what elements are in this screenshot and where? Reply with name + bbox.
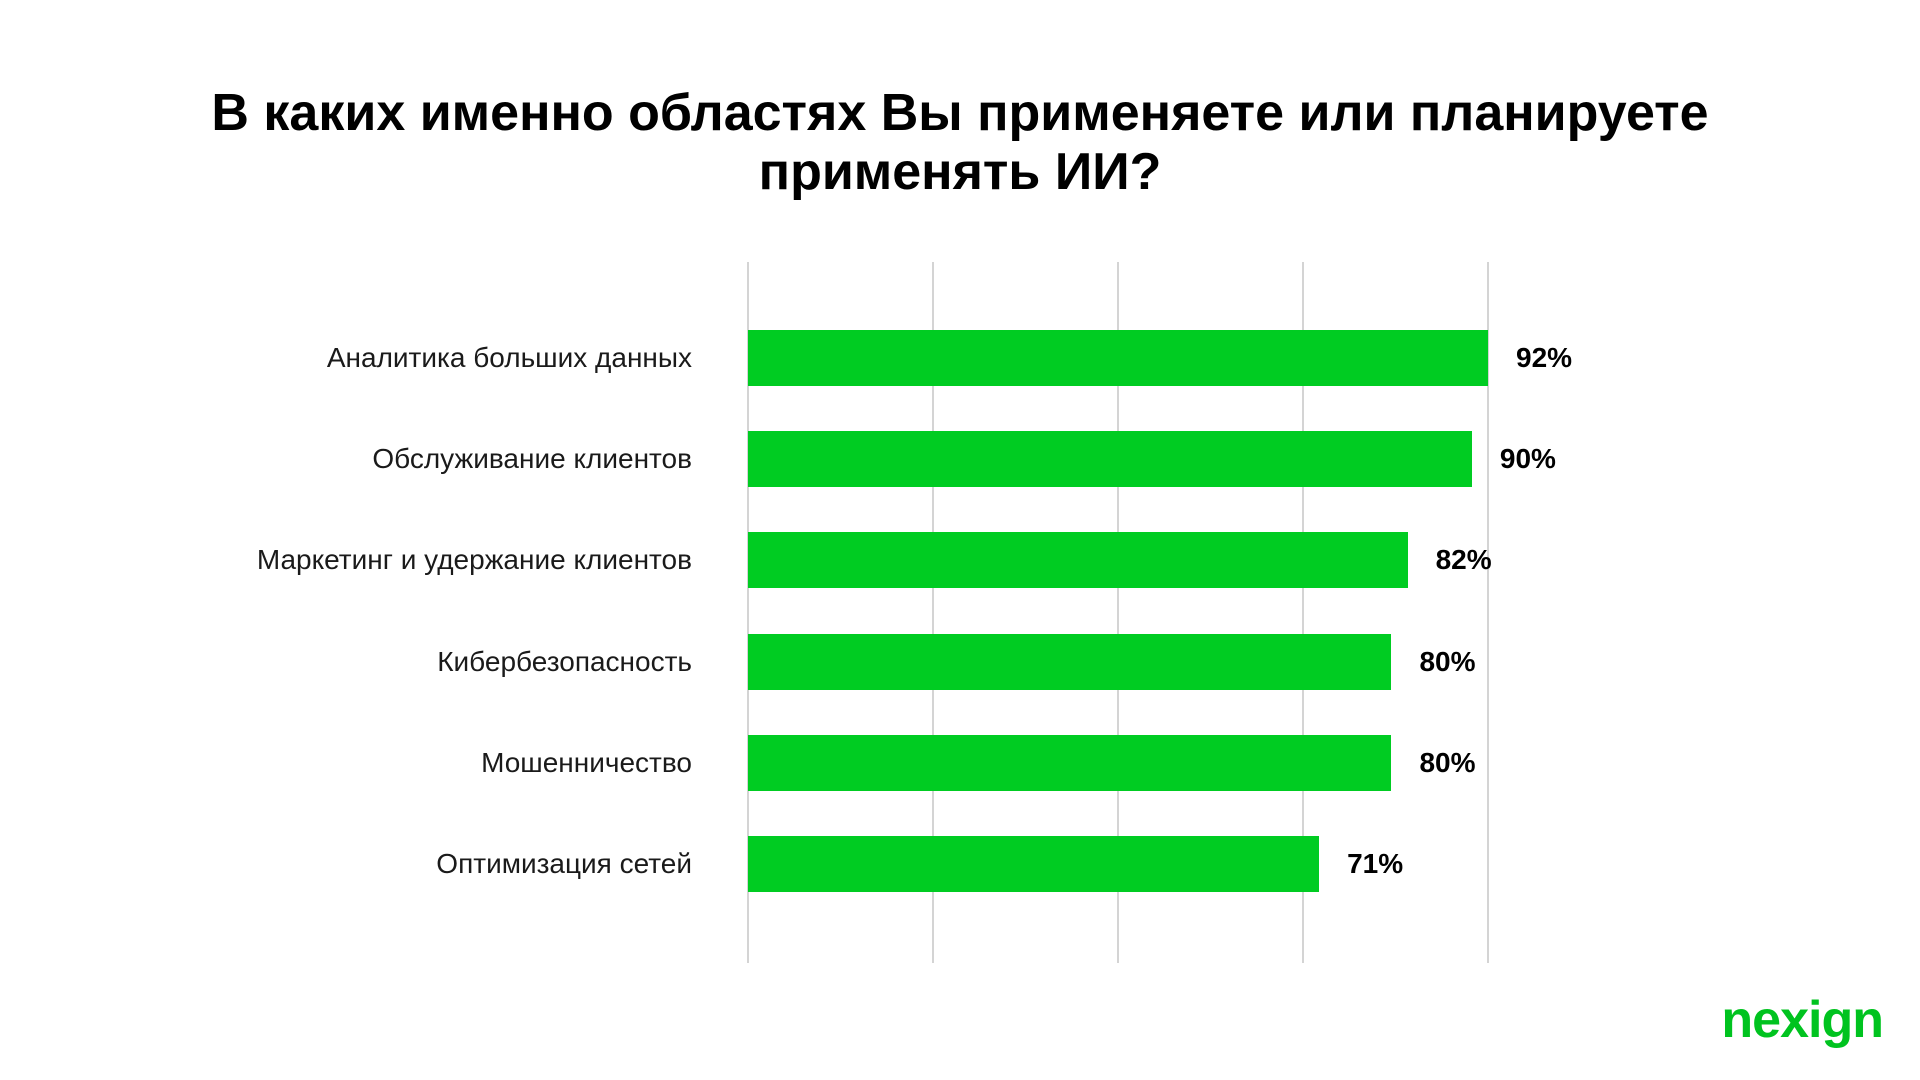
bar — [748, 734, 1392, 791]
value-label: 80% — [1419, 746, 1476, 778]
value-label: 92% — [1516, 342, 1573, 373]
value-label: 71% — [1347, 848, 1404, 879]
gridline — [1117, 262, 1119, 963]
gridline — [932, 262, 934, 963]
gridline — [747, 262, 749, 963]
value-label: 82% — [1435, 544, 1492, 576]
gridline — [1302, 262, 1304, 963]
bar — [748, 633, 1392, 690]
bar — [748, 431, 1472, 488]
category-label: Оптимизация сетей — [436, 848, 692, 879]
category-label: Мошенничество — [481, 746, 692, 778]
category-label: Маркетинг и удержание клиентов — [256, 544, 692, 576]
bar — [748, 836, 1320, 892]
category-label: Кибербезопасность — [437, 645, 692, 677]
bar — [748, 532, 1408, 589]
category-label: Аналитика больших данных — [326, 342, 692, 373]
value-label: 80% — [1419, 645, 1476, 677]
chart-title: В каких именно областях Вы применяете ил… — [211, 84, 1709, 201]
bar — [748, 330, 1488, 386]
gridline — [1487, 262, 1489, 963]
category-label: Обслуживание клиентов — [372, 443, 692, 475]
value-label: 90% — [1499, 443, 1556, 475]
nexign-logo: nexign — [1721, 991, 1884, 1049]
